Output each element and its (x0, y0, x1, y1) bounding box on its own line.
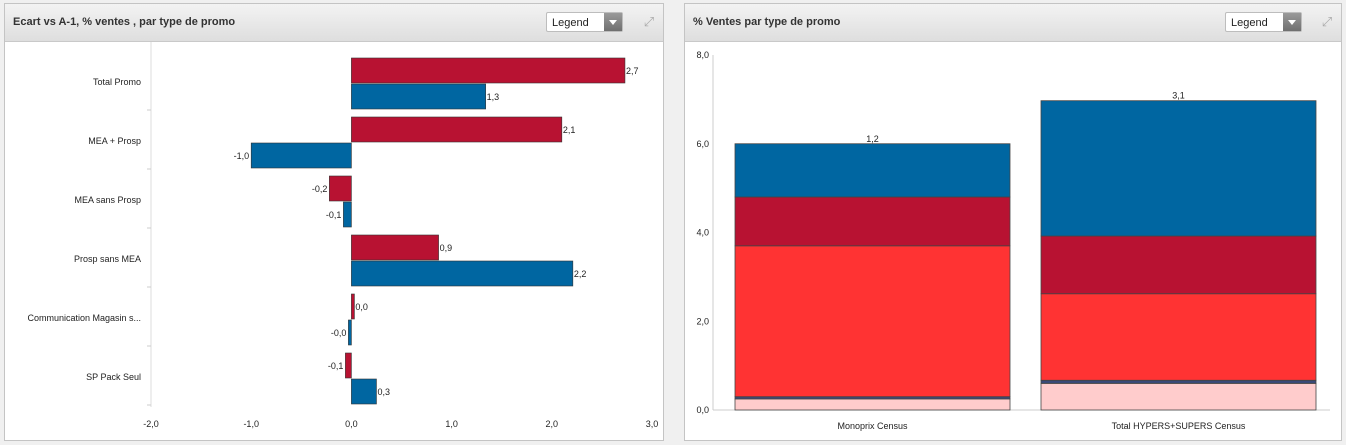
y-tick-label: 8,0 (696, 50, 709, 60)
x-tick-label: 0,0 (345, 419, 358, 429)
expand-icon[interactable]: ⤢ (643, 14, 655, 29)
category-label: Total Promo (93, 77, 141, 87)
stack-segment (734, 196, 1011, 247)
stack-segment (1040, 235, 1317, 295)
stack-segment (1040, 379, 1317, 384)
y-tick-label: 2,0 (696, 316, 709, 326)
stack-segment (734, 143, 1011, 198)
category-label: MEA + Prosp (88, 136, 141, 146)
bar (351, 116, 563, 143)
left-panel-header: Ecart vs A-1, % ventes , par type de pro… (5, 4, 663, 42)
category-label: MEA sans Prosp (74, 195, 141, 205)
bar (351, 234, 439, 261)
expand-icon[interactable]: ⤢ (1321, 14, 1333, 29)
right-legend-dropdown[interactable]: Legend (1225, 12, 1302, 32)
x-tick-label: 3,0 (646, 419, 659, 429)
bar (351, 260, 574, 287)
data-label: 0,9 (440, 243, 453, 253)
right-panel-header: % Ventes par type de promo Legend ⤢ (685, 4, 1341, 42)
category-label: Prosp sans MEA (74, 254, 141, 264)
left-chart-panel: Ecart vs A-1, % ventes , par type de pro… (4, 3, 664, 441)
bar (351, 293, 355, 320)
data-label: 2,1 (563, 125, 576, 135)
data-label: 3,1 (1172, 91, 1185, 101)
left-legend-label: Legend (552, 17, 589, 29)
x-category-label: Total HYPERS+SUPERS Census (1112, 421, 1246, 431)
bar (351, 83, 486, 110)
left-legend-dropdown[interactable]: Legend (546, 12, 623, 32)
data-label: -0,2 (312, 184, 328, 194)
right-panel-title: % Ventes par type de promo (693, 16, 841, 28)
data-label: -0,0 (331, 328, 347, 338)
left-bar-chart: Total Promo 2,7 1,3 MEA + Prosp 2,1 -1,0 MEA s… (27, 42, 659, 429)
data-label: 2,2 (574, 269, 587, 279)
bar (348, 319, 352, 346)
bar (329, 175, 352, 202)
x-tick-label: 1,0 (445, 419, 458, 429)
right-legend-label: Legend (1231, 17, 1268, 29)
data-label: 0,0 (355, 302, 368, 312)
bar (343, 201, 352, 228)
x-tick-label: -2,0 (143, 419, 159, 429)
data-label: -0,1 (326, 210, 342, 220)
stack-segment (734, 245, 1011, 398)
left-panel-title: Ecart vs A-1, % ventes , par type de pro… (13, 16, 236, 28)
bar (345, 352, 352, 379)
y-tick-label: 0,0 (696, 405, 709, 415)
x-category-label: Monoprix Census (837, 421, 908, 431)
stack-segment (1040, 382, 1317, 411)
data-label: 1,2 (866, 134, 879, 144)
category-label: Communication Magasin s... (27, 313, 141, 323)
data-label: 2,7 (626, 66, 639, 76)
x-tick-label: 2,0 (546, 419, 559, 429)
category-label: SP Pack Seul (86, 372, 141, 382)
stack-segment (1040, 293, 1317, 381)
x-tick-label: -1,0 (243, 419, 259, 429)
bar (351, 378, 377, 405)
data-label: -1,0 (234, 151, 250, 161)
data-label: 1,3 (487, 92, 500, 102)
data-label: -0,1 (328, 361, 344, 371)
right-chart-panel: % Ventes par type de promo Legend ⤢ 0,0 2… (684, 3, 1342, 441)
chevron-down-icon (1283, 13, 1301, 31)
data-label: 0,3 (377, 387, 390, 397)
y-tick-label: 6,0 (696, 139, 709, 149)
bar (250, 142, 352, 169)
chevron-down-icon (604, 13, 622, 31)
y-tick-label: 4,0 (696, 228, 709, 238)
stack-segment (1040, 100, 1317, 237)
stack-segment (734, 398, 1011, 411)
bar (351, 57, 626, 84)
